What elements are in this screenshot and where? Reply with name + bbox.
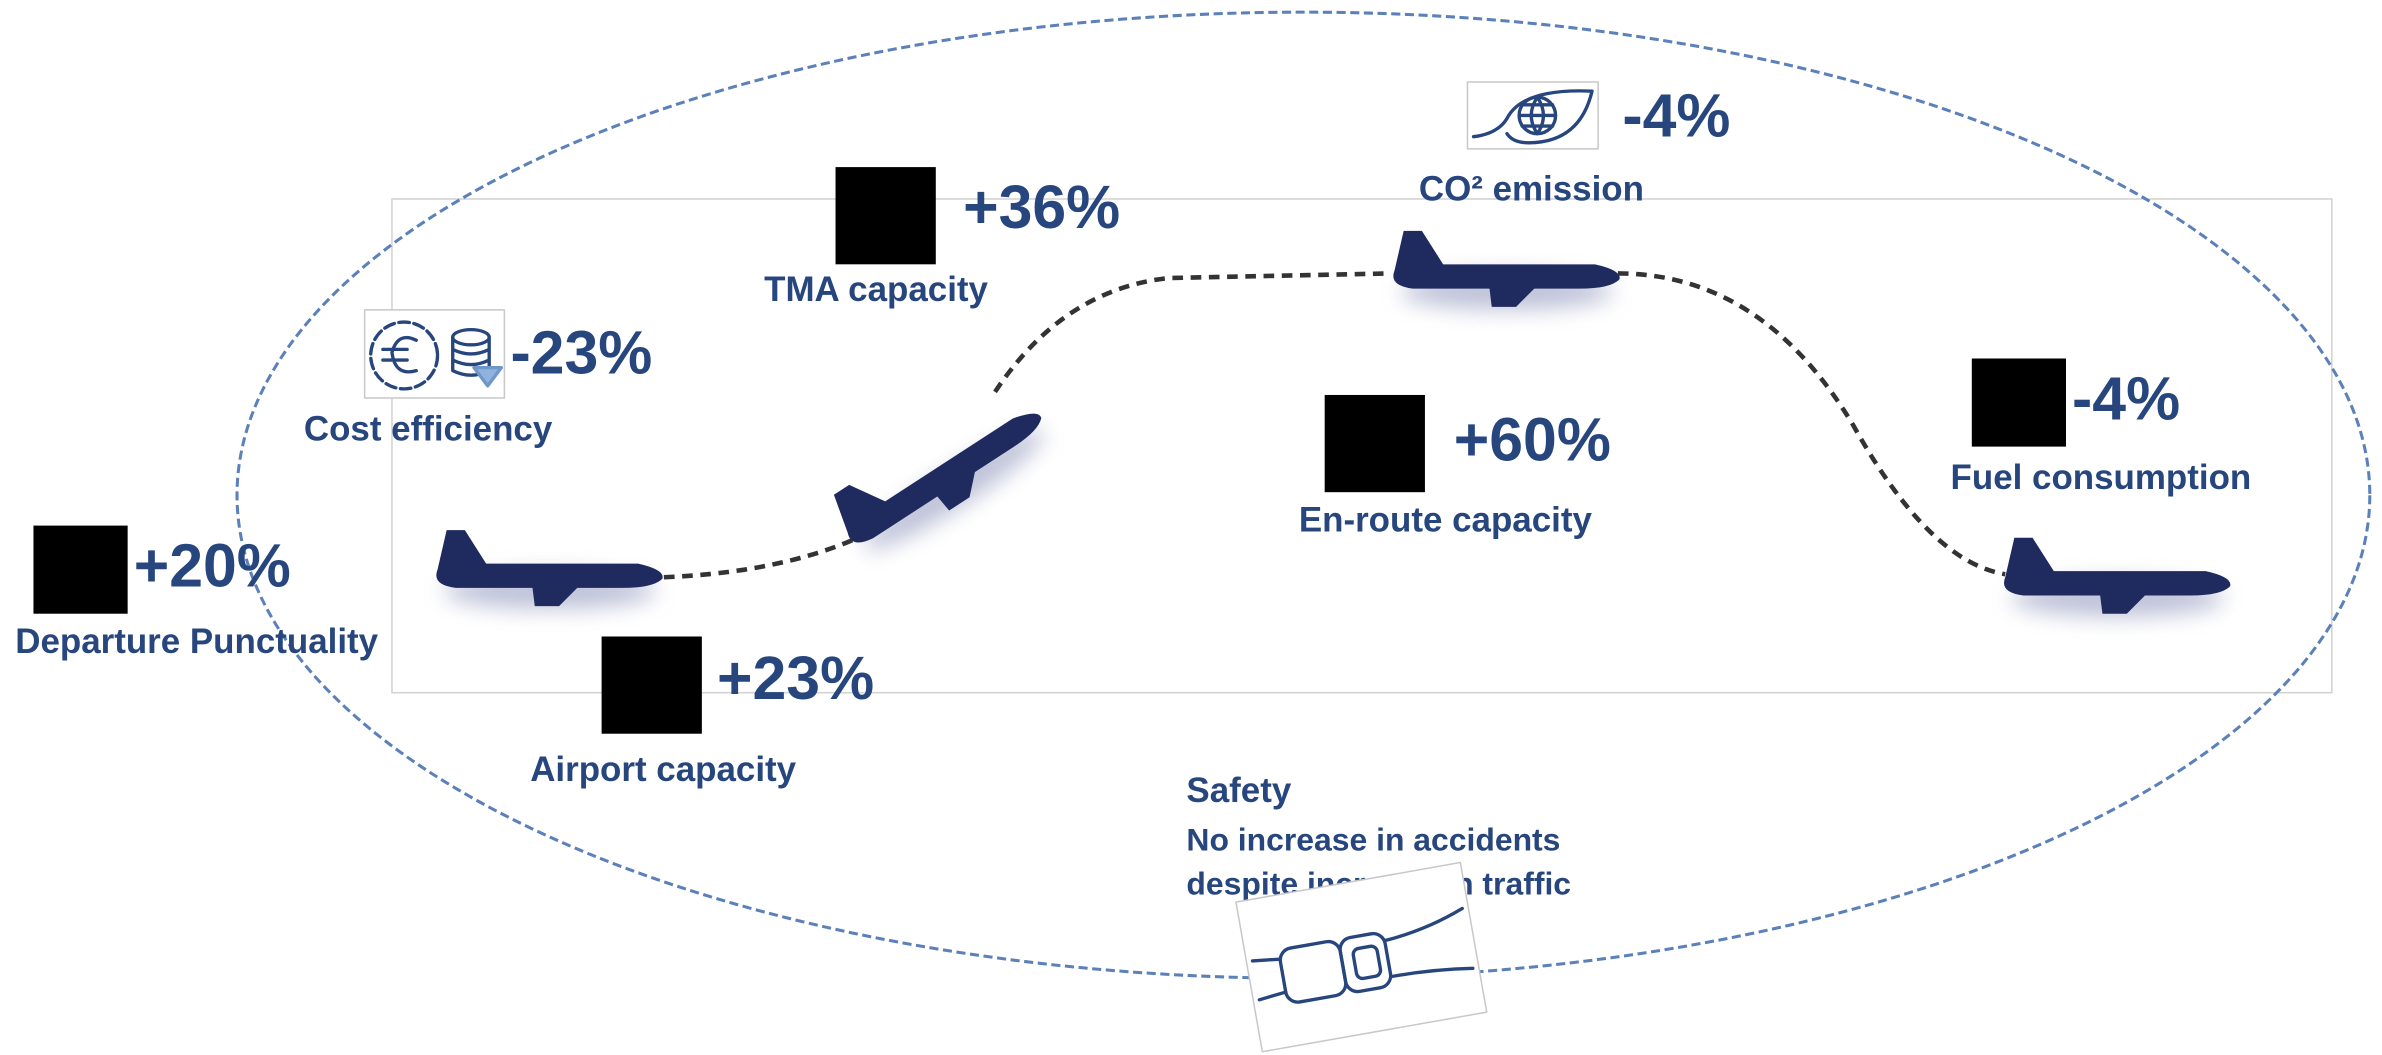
metric-fuel: -4% Fuel consumption: [1951, 359, 2252, 498]
planes-part: [825, 377, 1058, 567]
metric-enroute: +60% En-route capacity: [1299, 395, 1611, 540]
metric-label: CO² emission: [1419, 170, 1644, 209]
planes-part: [1393, 231, 1619, 310]
metric-label: TMA capacity: [764, 270, 988, 309]
metric-value: +20%: [134, 531, 291, 599]
metric-fuel-part: [1972, 359, 2066, 447]
metric-departure-part: [33, 526, 127, 614]
metric-label: Airport capacity: [530, 750, 796, 789]
metric-value: +60%: [1454, 405, 1611, 473]
metric-cost: -23% Cost efficiency: [304, 310, 652, 449]
planes-part: [2004, 538, 2230, 617]
metric-label: En-route capacity: [1299, 501, 1593, 540]
page: Flight performance improvements {"metric…: [0, 0, 2382, 1055]
safety: Safety No increase in accidents despite …: [1186, 771, 1571, 1052]
metric-value: -23%: [510, 319, 652, 387]
safety-line: No increase in accidents: [1186, 822, 1560, 858]
metric-value: -4%: [1622, 82, 1730, 150]
metric-departure: +20% Departure Punctuality: [15, 526, 378, 662]
metric-airport: +23% Airport capacity: [530, 636, 874, 788]
metric-co2-part: [1467, 82, 1598, 149]
metric-tma: +36% TMA capacity: [764, 167, 1120, 309]
metric-cost-part: [365, 310, 505, 398]
metric-label: Fuel consumption: [1951, 458, 2252, 497]
metric-value: +23%: [717, 644, 874, 712]
metric-label: Cost efficiency: [304, 410, 553, 449]
metric-co2: -4% CO² emission: [1419, 82, 1731, 209]
metric-value: +36%: [963, 173, 1120, 241]
body: +20% Departure Punctuality -23% Cost eff…: [0, 0, 2382, 1055]
safety-title: Safety: [1186, 771, 1291, 810]
metric-enroute-part: [1325, 395, 1425, 492]
metric-label: Departure Punctuality: [15, 622, 378, 661]
metric-airport-part: [602, 636, 702, 733]
metric-tma-part: [836, 167, 936, 264]
diagram: +20% Departure Punctuality -23% Cost eff…: [0, 0, 2382, 1055]
planes-part: [436, 530, 662, 609]
metric-value: -4%: [2072, 364, 2180, 432]
